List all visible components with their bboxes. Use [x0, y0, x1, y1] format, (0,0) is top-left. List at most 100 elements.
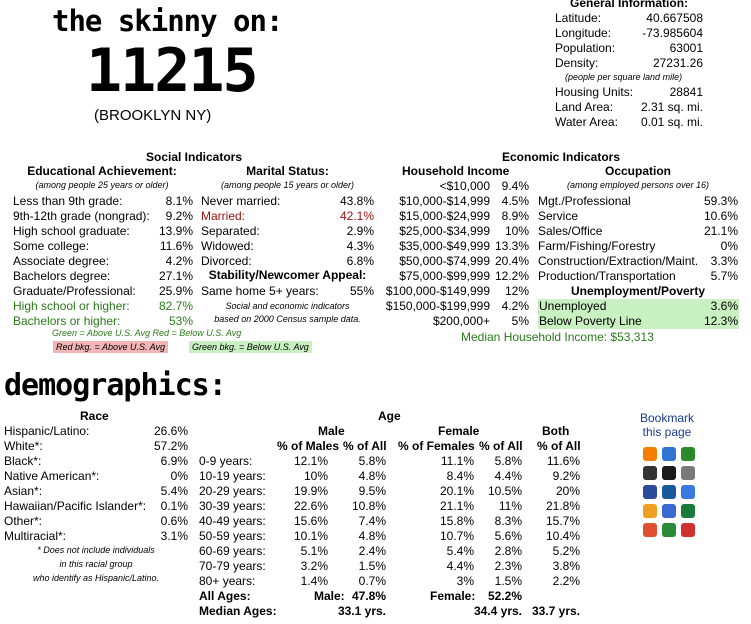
pct-males: 19.9% — [293, 484, 328, 498]
bookmark-line: Bookmark — [639, 411, 695, 425]
general-label: Housing Units: — [555, 85, 634, 99]
general-row: Longitude: -73.985604 — [555, 26, 705, 41]
stumbleupon-icon[interactable] — [643, 523, 657, 537]
furl-icon[interactable] — [643, 466, 657, 480]
unemployment-value: 12.3% — [703, 314, 738, 328]
income-label: $100,000-$149,999 — [385, 284, 490, 298]
color-legend: Green = Above U.S. Avg Red = Below U.S. … — [52, 328, 242, 338]
reddit-icon[interactable] — [643, 504, 657, 518]
age-col-header: % of All — [537, 439, 581, 453]
age-range-label: 10-19 years: — [199, 469, 266, 483]
education-value: 25.9% — [158, 284, 193, 298]
income-label: $10,000-$14,999 — [399, 194, 490, 208]
zip-code: 11215 — [86, 36, 259, 106]
blogger-icon[interactable] — [643, 447, 657, 461]
pct-females: 8.4% — [446, 469, 474, 483]
age-range-label: 80+ years: — [199, 574, 256, 588]
education-value: 8.1% — [165, 194, 193, 208]
pct-all-female: 2.8% — [494, 544, 522, 558]
race-row: Black*: 6.9% — [4, 454, 188, 469]
general-label: Density: — [555, 56, 599, 70]
income-label: $50,000-$74,999 — [399, 254, 490, 268]
pct-females: 11.1% — [440, 454, 474, 468]
pct-all-both: 9.2% — [552, 469, 580, 483]
delicious-icon[interactable] — [662, 447, 676, 461]
race-value: 0.1% — [160, 499, 188, 513]
median-age-female: 34.4 yrs. — [473, 604, 522, 618]
occupation-label: Farm/Fishing/Forestry — [538, 239, 656, 253]
google-icon[interactable] — [662, 523, 676, 537]
general-label: Latitude: — [555, 11, 602, 25]
age-range-label: 50-59 years: — [199, 529, 266, 543]
magnolia-icon[interactable] — [681, 485, 695, 499]
education-label: Associate degree: — [13, 254, 110, 268]
education-value: 9.2% — [165, 209, 193, 223]
density-note: (people per square land mile) — [565, 72, 683, 82]
general-value: 28841 — [669, 85, 703, 99]
newsvine-icon[interactable] — [662, 485, 676, 499]
general-value: 27231.26 — [652, 56, 703, 70]
pct-females: 4.4% — [446, 559, 474, 573]
race-value: 3.1% — [160, 529, 188, 543]
race-value: 57.2% — [153, 439, 188, 453]
income-row: $200,000+ 5% — [380, 314, 530, 329]
education-label: High school graduate: — [13, 224, 130, 238]
general-row: Density: 27231.26 — [555, 56, 705, 71]
age-row: 80+ years: 1.4% 0.7% 3% 1.5% 2.2% — [0, 574, 600, 589]
marital-label: Married: — [201, 209, 246, 223]
general-row: Housing Units: 28841 — [555, 85, 705, 100]
marital-heading: Marital Status: — [246, 164, 329, 178]
social-heading: Social Indicators — [146, 150, 243, 164]
general-value: 0.01 sq. mi. — [640, 115, 703, 129]
income-label: $15,000-$24,999 — [399, 209, 490, 223]
general-label: Longitude: — [555, 26, 612, 40]
pct-all-female: 10.5% — [487, 484, 522, 498]
pct-all-female: 5.8% — [494, 454, 522, 468]
income-row: $10,000-$14,999 4.5% — [380, 194, 530, 209]
pct-males: 12.1% — [293, 454, 328, 468]
income-row: $75,000-$99,999 12.2% — [380, 269, 530, 284]
race-label: Asian*: — [4, 484, 43, 498]
technorati-icon[interactable] — [662, 504, 676, 518]
unemployment-row: Below Poverty Line 12.3% — [538, 314, 739, 329]
digg-icon[interactable] — [681, 447, 695, 461]
pct-all-both: 20% — [555, 484, 580, 498]
race-label: Other*: — [4, 514, 43, 528]
education-row: Graduate/Professional: 25.9% — [13, 284, 193, 299]
yahoo-icon[interactable] — [643, 485, 657, 499]
spurl-icon[interactable] — [681, 466, 695, 480]
pct-all-male: 4.8% — [358, 469, 386, 483]
education-value: 13.9% — [158, 224, 193, 238]
occupation-heading: Occupation — [604, 164, 671, 178]
race-value: 6.9% — [160, 454, 188, 468]
ma-gnolia-icon[interactable] — [681, 504, 695, 518]
race-value: 26.6% — [153, 424, 188, 438]
general-label: Population: — [555, 41, 616, 55]
race-value: 0.6% — [160, 514, 188, 528]
red-bg-legend: Red bkg. = Above U.S. Avg — [53, 341, 168, 353]
income-value: 9.4% — [501, 179, 529, 193]
race-row: Hispanic/Latino: 26.6% — [4, 424, 188, 439]
education-value: 82.7% — [158, 299, 193, 313]
education-label: Bachelors degree: — [13, 269, 111, 283]
stability-label: Same home 5+ years: — [201, 284, 319, 298]
income-label: $35,000-$49,999 — [399, 239, 490, 253]
race-value: 0% — [170, 469, 188, 483]
age-male-heading: Male — [318, 424, 345, 438]
simpy-icon[interactable] — [662, 466, 676, 480]
age-row: 40-49 years: 15.6% 7.4% 15.8% 8.3% 15.7% — [0, 514, 600, 529]
bookmark-label[interactable]: Bookmark this page — [632, 411, 702, 439]
age-row: 50-59 years: 10.1% 4.8% 10.7% 5.6% 10.4% — [0, 529, 600, 544]
race-note: in this racial group — [59, 559, 133, 569]
race-value: 5.4% — [160, 484, 188, 498]
median-age-male: 33.1 yrs. — [337, 604, 386, 618]
stability-row: Same home 5+ years: 55% — [201, 284, 374, 299]
pct-all-female: 11% — [498, 499, 522, 513]
marital-value: 2.9% — [346, 224, 374, 238]
occupation-row: Farm/Fishing/Forestry 0% — [538, 239, 738, 254]
pct-females: 20.1% — [439, 484, 474, 498]
education-heading: Educational Achievement: — [27, 164, 177, 178]
general-row: Land Area: 2.31 sq. mi. — [555, 100, 705, 115]
education-value: 53% — [168, 314, 193, 328]
yahoo-bookmarks-icon[interactable] — [681, 523, 695, 537]
